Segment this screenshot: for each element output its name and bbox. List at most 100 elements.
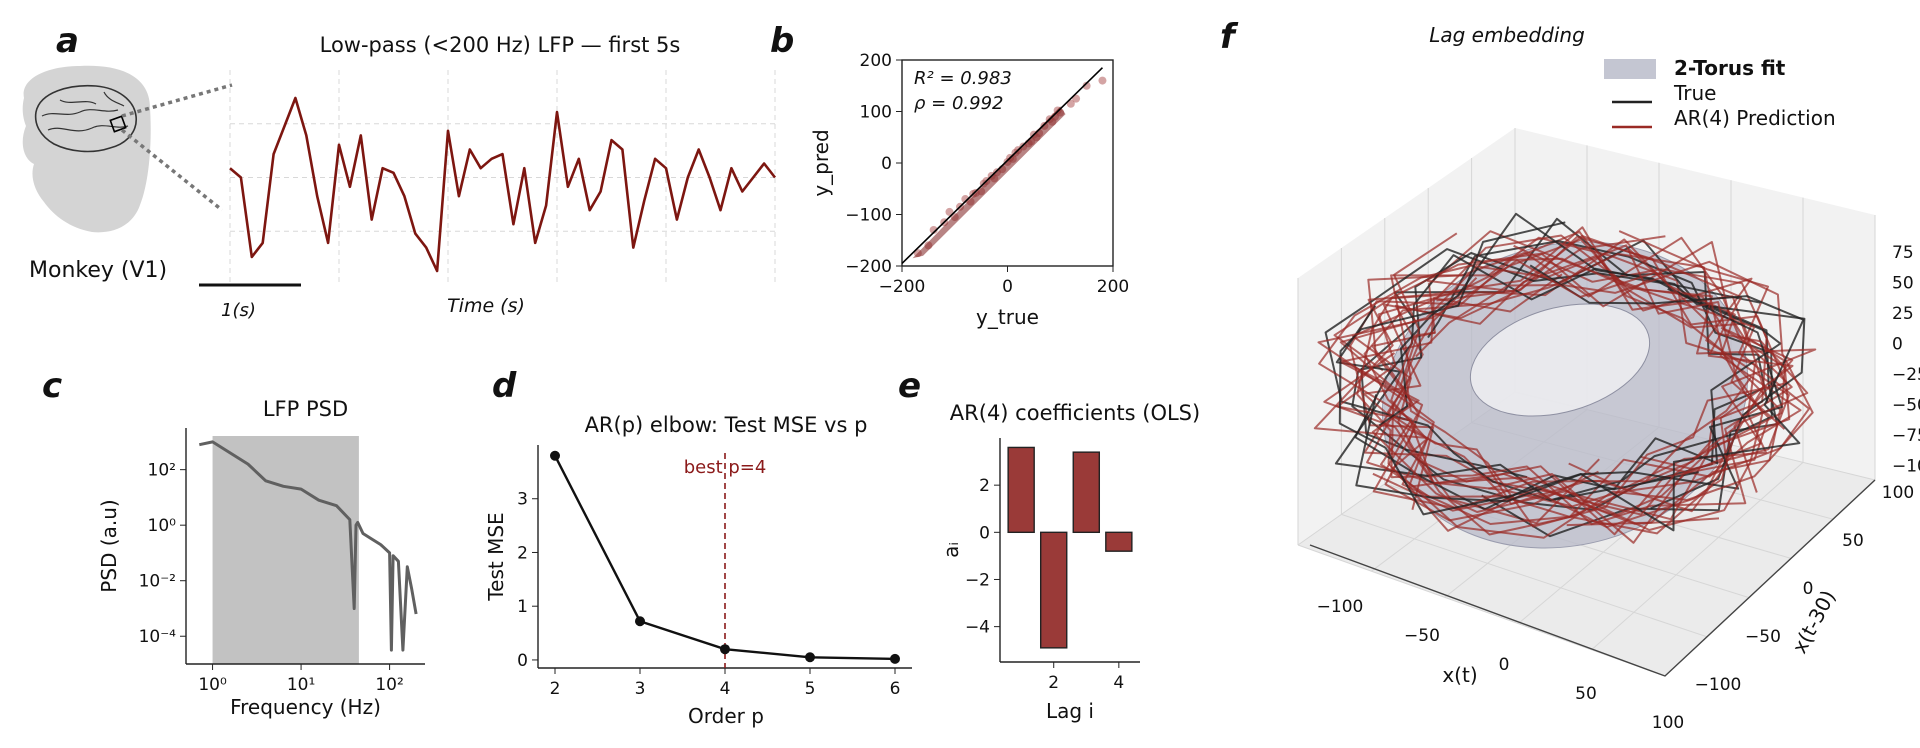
mse-point — [890, 653, 900, 664]
x-tick-label: 2 — [1048, 673, 1059, 693]
ar4-trajectory — [1390, 236, 1767, 524]
y-tick-label: 10² — [148, 461, 176, 481]
z-tick-label: −50 — [1892, 396, 1920, 416]
panel-e: e 2 4 2 0 −2 −4 AR(4) coefficients (OLS) Lag i a… — [898, 366, 1200, 723]
x-tick-label: 4 — [720, 679, 731, 699]
y-tick-label: 2 — [517, 543, 528, 563]
y-axis-label: y_pred — [809, 129, 833, 196]
y-axis-label: x(t-30) — [1787, 586, 1840, 657]
x-tick-label: 10⁰ — [198, 675, 227, 695]
z-tick-label: −25 — [1892, 365, 1920, 385]
panel-label-b: b — [770, 21, 794, 61]
panel-e-plot: 2 4 2 0 −2 −4 AR(4) coefficients (OLS) Lag i aᵢ — [939, 401, 1200, 723]
mse-point — [635, 616, 645, 627]
y-tick-label: 100 — [1882, 483, 1914, 503]
legend-label-true: True — [1673, 81, 1716, 105]
scatter-point — [1082, 81, 1091, 90]
chart-title: Lag embedding — [1429, 23, 1585, 47]
torus-hole — [1469, 303, 1651, 417]
x-axis-label: Lag i — [1046, 699, 1094, 723]
y-axis-label: aᵢ — [939, 542, 963, 558]
lfp-trace-line — [229, 96, 777, 273]
x-axis-label: y_true — [976, 305, 1039, 329]
y-tick-label: 0 — [979, 523, 990, 543]
z-tick-label: 0 — [1892, 335, 1903, 355]
panel-b: b −200 0 200 −200 −100 0 100 200 y_true y_pred R² … — [770, 21, 1129, 329]
y-axis-label: Test MSE — [484, 512, 508, 601]
scatter-density — [912, 106, 1066, 259]
y-tick-label: −2 — [965, 570, 990, 590]
ar4-trajectory — [1323, 238, 1802, 536]
z-tick-label: 75 — [1892, 243, 1914, 263]
y-tick-label: 2 — [979, 476, 990, 496]
panel-a-xlabel: Time (s) — [447, 295, 525, 317]
z-tick-label: −75 — [1892, 426, 1920, 446]
legend-swatch-torus — [1604, 59, 1656, 79]
y-tick-label: 0 — [1803, 579, 1814, 599]
panel-label-d: d — [492, 366, 517, 406]
x-axis-label: Order p — [688, 704, 764, 728]
x-tick-label: 0 — [1002, 277, 1013, 297]
ar4-trajectory — [1317, 247, 1809, 516]
x-tick-label: 10¹ — [287, 675, 315, 695]
ar4-trajectory — [1352, 234, 1786, 505]
ar4-trajectory — [1356, 241, 1791, 532]
x-tick-label: 5 — [805, 679, 816, 699]
scatter-point — [1066, 99, 1075, 108]
true-trajectory — [1324, 248, 1782, 502]
z-tick-label: 50 — [1892, 274, 1914, 294]
mse-point — [550, 450, 560, 461]
mse-point — [720, 644, 730, 655]
ar4-trajectory — [1372, 232, 1794, 513]
true-trajectory — [1355, 212, 1783, 503]
scatter-point — [1098, 76, 1107, 85]
x-axis-label: Frequency (Hz) — [230, 695, 381, 719]
y-tick-label: 200 — [860, 51, 892, 71]
legend-label-torus: 2-Torus fit — [1674, 56, 1786, 80]
y-tick-label: −100 — [1695, 675, 1742, 695]
z-tick-label: −100 — [1892, 457, 1920, 477]
y-tick-label: 10⁻² — [139, 572, 176, 592]
x-tick-label: 3 — [635, 679, 646, 699]
chart-title: AR(p) elbow: Test MSE vs p — [585, 413, 868, 437]
y-tick-label: −200 — [845, 257, 892, 277]
x-tick-label: 0 — [1499, 655, 1510, 675]
y-tick-label: 10⁰ — [148, 516, 177, 536]
monkey-head-icon — [22, 65, 233, 233]
x-tick-label: 4 — [1113, 673, 1124, 693]
legend-label-ar4: AR(4) Prediction — [1674, 106, 1836, 130]
panel-d: d best p=4 2 3 4 5 6 0 1 2 3 AR(p) elbow: Test MSE… — [484, 366, 912, 728]
x-tick-label: −50 — [1404, 626, 1440, 646]
y-tick-label: 0 — [517, 651, 528, 671]
y-tick-label: 0 — [881, 154, 892, 174]
rho-annotation: ρ = 0.992 — [914, 93, 1003, 114]
panel-d-plot: best p=4 2 3 4 5 6 0 1 2 3 AR(p) elbow: Test MSE v… — [484, 413, 912, 728]
ar4-trajectory — [1339, 244, 1768, 521]
panel-a-grid — [229, 70, 776, 285]
y-tick-label: 100 — [860, 103, 892, 123]
y-axis-label: PSD (a.u) — [97, 499, 121, 592]
x-tick-label: 10² — [375, 675, 403, 695]
scale-bar-label: 1(s) — [221, 300, 256, 321]
panel-b-plot: −200 0 200 −200 −100 0 100 200 y_true y_pred R² = … — [809, 51, 1129, 329]
ar4-trajectory — [1336, 238, 1765, 529]
panel-a: a Low-pass (<200 Hz) LFP — first 5s Monk… — [22, 21, 777, 321]
coef-bar — [1072, 451, 1101, 534]
coef-bar — [1105, 531, 1133, 552]
y-tick-label: −4 — [965, 618, 990, 638]
y-tick-label: 3 — [517, 490, 528, 510]
panel-label-a: a — [56, 21, 79, 61]
panel-label-f: f — [1220, 17, 1239, 57]
axis-edges — [1309, 479, 1876, 677]
panel-a-trace — [229, 96, 777, 273]
x-tick-label: −100 — [1317, 597, 1364, 617]
trajectories — [1313, 212, 1817, 544]
chart-title: AR(4) coefficients (OLS) — [950, 401, 1200, 425]
mse-point — [805, 652, 815, 663]
x-tick-label: 200 — [1097, 277, 1129, 297]
x-tick-label: −200 — [879, 277, 926, 297]
x-axis-label: x(t) — [1442, 663, 1477, 687]
scatter-point — [945, 207, 954, 216]
